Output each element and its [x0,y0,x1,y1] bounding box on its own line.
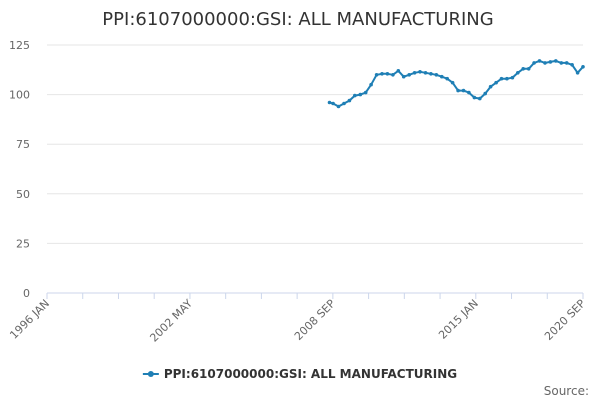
data-point[interactable] [391,73,395,77]
x-axis: 1996 JAN 2002 MAY 2008 SEP 2015 JAN 2020 SEP [7,292,588,345]
y-tick-label: 25 [16,237,30,250]
data-point[interactable] [570,63,574,67]
data-point[interactable] [429,72,433,76]
y-gridlines [47,44,583,294]
data-point[interactable] [374,73,379,77]
data-point[interactable] [331,101,335,106]
data-point[interactable] [521,67,525,71]
data-point[interactable] [483,91,488,96]
data-point[interactable] [559,61,564,65]
data-point[interactable] [461,88,466,93]
legend-label[interactable]: PPI:6107000000:GSI: ALL MANUFACTURING [164,367,457,381]
x-tick-label: 2002 MAY [147,297,195,345]
y-tick-label: 100 [9,89,30,102]
data-point[interactable] [407,73,412,77]
data-point[interactable] [564,61,569,65]
x-tick-label: 2020 SEP [542,297,588,343]
data-point[interactable] [445,76,450,81]
data-point[interactable] [488,84,493,89]
data-point[interactable] [575,71,580,75]
x-tick-label: 2008 SEP [292,297,338,343]
data-point[interactable] [456,88,460,93]
series-layer [327,59,585,109]
x-tick-label: 2015 JAN [436,297,481,342]
data-point[interactable] [543,61,547,65]
y-tick-label: 0 [23,287,30,300]
legend-point-marker [147,371,154,377]
data-point[interactable] [581,65,585,69]
data-point[interactable] [347,98,352,103]
data-point[interactable] [467,90,471,95]
source-label: Source: [544,384,589,398]
y-tick-label: 125 [9,39,30,52]
data-point[interactable] [418,70,422,74]
data-point[interactable] [537,59,542,63]
data-point[interactable] [423,71,428,75]
data-point[interactable] [358,92,363,97]
data-point[interactable] [342,101,346,106]
data-point[interactable] [499,76,504,81]
data-point[interactable] [336,104,341,109]
data-point[interactable] [450,80,455,85]
x-tick-label: 1996 JAN [7,297,52,342]
data-point[interactable] [434,73,439,77]
data-point[interactable] [510,75,515,80]
data-point[interactable] [396,69,401,73]
data-point[interactable] [380,72,384,76]
data-point[interactable] [385,72,390,76]
data-point[interactable] [478,96,482,101]
series-line[interactable] [328,59,584,108]
y-tick-label: 75 [16,138,30,151]
data-point[interactable] [369,82,373,87]
data-point[interactable] [554,59,558,63]
data-point[interactable] [353,93,357,98]
data-point[interactable] [548,60,553,64]
data-point[interactable] [327,100,332,105]
data-point[interactable] [412,71,417,75]
chart-title: PPI:6107000000:GSI: ALL MANUFACTURING [102,9,493,30]
y-axis-labels: 0 25 50 75 100 125 [9,39,30,300]
legend[interactable]: PPI:6107000000:GSI: ALL MANUFACTURING [142,367,457,381]
data-point[interactable] [472,95,477,100]
y-tick-label: 50 [16,188,30,201]
data-point[interactable] [440,74,444,79]
data-point[interactable] [494,80,498,85]
data-point[interactable] [516,71,520,75]
data-point[interactable] [532,61,536,65]
data-point[interactable] [401,74,406,79]
data-point[interactable] [526,67,531,71]
data-point[interactable] [505,76,509,81]
data-point[interactable] [363,90,368,95]
